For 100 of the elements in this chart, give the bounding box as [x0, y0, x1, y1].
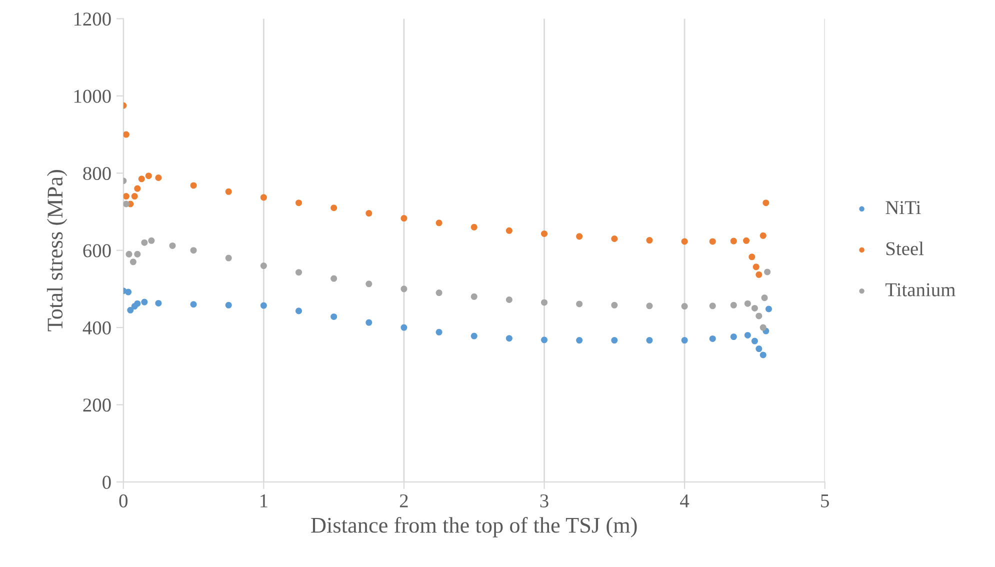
point [506, 296, 512, 303]
point [756, 312, 762, 320]
point [123, 193, 130, 200]
point [611, 235, 618, 242]
point [190, 301, 197, 308]
point [756, 271, 762, 278]
point [125, 288, 132, 296]
point [145, 172, 152, 180]
point [148, 237, 155, 244]
point [366, 280, 372, 288]
point [436, 290, 442, 296]
point [761, 294, 768, 302]
y-tick-label: 800 [83, 166, 111, 180]
point [470, 332, 478, 340]
point [576, 233, 583, 240]
point [260, 194, 267, 201]
point [576, 300, 583, 308]
point [134, 185, 141, 192]
point [436, 220, 442, 226]
point [141, 298, 148, 306]
point [709, 302, 716, 310]
point [400, 324, 408, 331]
point [541, 230, 548, 237]
point [123, 200, 130, 208]
x-tick-label: 2 [400, 494, 408, 508]
point [744, 300, 751, 307]
point [330, 313, 338, 320]
point [764, 268, 771, 276]
point [681, 337, 688, 344]
point [138, 176, 145, 182]
point [131, 193, 138, 200]
point [752, 264, 760, 270]
point [744, 332, 751, 339]
legend-label: NiTi [886, 201, 921, 214]
point [760, 324, 766, 331]
point [760, 232, 766, 239]
y-tick-label: 1000 [74, 90, 111, 103]
point [330, 275, 338, 282]
point [760, 352, 766, 358]
point [646, 237, 653, 244]
y-tick-label: 400 [82, 321, 111, 334]
y-tick-label: 600 [83, 244, 111, 258]
point [681, 238, 688, 245]
point [756, 346, 762, 352]
x-axis-title: Distance from the top of the TSJ (m) [311, 516, 637, 538]
point [260, 302, 267, 309]
point [123, 131, 130, 138]
legend-label: Titanium [885, 283, 956, 296]
point [541, 299, 548, 306]
point [751, 338, 758, 344]
point [709, 335, 716, 342]
x-tick-label: 1 [260, 494, 268, 508]
point [646, 337, 653, 344]
point [130, 258, 136, 266]
point [225, 302, 232, 308]
point [295, 269, 302, 276]
point [190, 182, 197, 189]
point [681, 303, 688, 310]
point [366, 319, 372, 326]
point [141, 239, 148, 246]
point [541, 336, 548, 344]
y-tick-label: 0 [102, 476, 111, 489]
point [646, 302, 653, 310]
point [155, 174, 162, 182]
point [134, 250, 141, 258]
point [730, 302, 737, 308]
y-tick-label: 1200 [74, 12, 111, 26]
point [225, 188, 232, 195]
y-tick-label: 200 [83, 398, 111, 412]
point [751, 304, 758, 312]
point [400, 215, 408, 222]
point [743, 237, 750, 244]
x-tick-label: 5 [821, 494, 829, 508]
point [762, 200, 770, 206]
point [169, 242, 176, 249]
point [765, 306, 772, 312]
y-axis-title: Total stress (MPa) [46, 170, 68, 332]
point [506, 227, 512, 234]
point [611, 337, 618, 344]
point [400, 286, 408, 292]
point [295, 308, 302, 314]
point [436, 328, 442, 336]
point [134, 300, 141, 307]
point [576, 337, 583, 344]
x-tick-label: 3 [540, 494, 548, 508]
point [155, 300, 162, 306]
point [611, 302, 618, 308]
point [730, 334, 737, 340]
point [126, 250, 132, 258]
point [190, 247, 197, 254]
point [709, 238, 716, 245]
x-tick-label: 4 [680, 494, 690, 508]
point [470, 293, 478, 300]
point [366, 210, 372, 217]
point [260, 262, 267, 270]
point [506, 335, 512, 342]
x-tick-label: 0 [119, 494, 128, 508]
point [730, 238, 737, 244]
legend-label: Steel [886, 242, 924, 256]
point [295, 200, 302, 206]
